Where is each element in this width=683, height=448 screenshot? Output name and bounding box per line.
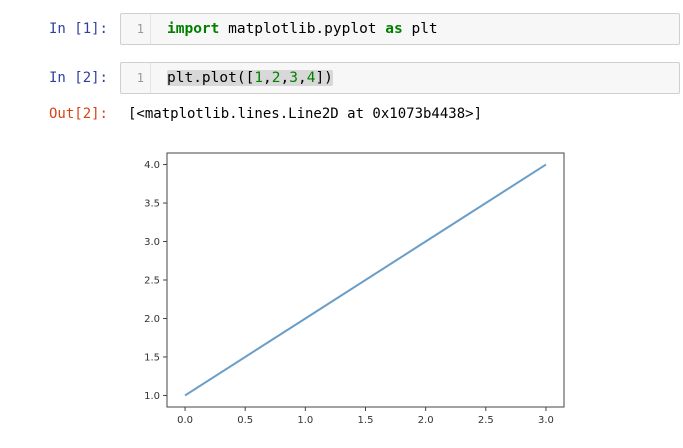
selected-code: plt.plot([1,2,3,4]) xyxy=(167,70,333,86)
y-tick-label: 2.5 xyxy=(144,276,160,287)
code-cell-1[interactable]: 1 import matplotlib.pyplot as plt xyxy=(120,13,680,45)
code-line[interactable]: import matplotlib.pyplot as plt xyxy=(167,14,438,44)
input-prompt-2: In [2]: xyxy=(48,70,108,86)
keyword-import: import xyxy=(167,21,220,37)
keyword-as: as xyxy=(385,21,403,37)
series-line xyxy=(184,163,547,397)
comma: , xyxy=(280,70,290,86)
y-tick-label: 1.0 xyxy=(144,391,160,402)
alias-name: plt xyxy=(402,21,438,37)
x-tick-label: 3.0 xyxy=(538,415,554,426)
x-tick-label: 1.5 xyxy=(358,415,374,426)
y-tick-label: 1.5 xyxy=(144,352,160,363)
code-cell-2[interactable]: 1 plt.plot([1,2,3,4]) xyxy=(120,62,680,94)
comma: , xyxy=(297,70,307,86)
x-tick-label: 2.5 xyxy=(478,415,494,426)
x-tick-label: 0.0 xyxy=(177,415,193,426)
input-prompt-1: In [1]: xyxy=(48,21,108,37)
comma: , xyxy=(263,70,272,86)
call-open: plt.plot([ xyxy=(167,70,255,86)
y-tick-label: 3.5 xyxy=(144,199,160,210)
y-tick-label: 4.0 xyxy=(144,160,160,171)
x-tick-label: 2.0 xyxy=(418,415,434,426)
y-tick-label: 2.0 xyxy=(144,314,160,325)
output-prompt: Out[2]: xyxy=(48,106,108,122)
call-close: ]) xyxy=(315,70,333,86)
number-literal: 3 xyxy=(289,70,298,86)
x-tick-label: 0.5 xyxy=(237,415,253,426)
line-number: 1 xyxy=(121,63,151,93)
module-name: matplotlib.pyplot xyxy=(219,21,386,37)
number-literal: 4 xyxy=(306,70,316,86)
output-text: [<matplotlib.lines.Line2D at 0x1073b4438… xyxy=(128,106,483,122)
x-tick-label: 1.0 xyxy=(297,415,313,426)
line-number: 1 xyxy=(121,14,151,44)
number-literal: 2 xyxy=(271,70,281,86)
y-tick-label: 3.0 xyxy=(144,237,160,248)
code-line[interactable]: plt.plot([1,2,3,4]) xyxy=(167,63,333,93)
number-literal: 1 xyxy=(254,70,264,86)
line-chart: 0.0 0.5 1.0 1.5 2.0 2.5 3.0 1.0 1.5 2.0 2.5 3.0 3.5 4… xyxy=(144,152,565,426)
